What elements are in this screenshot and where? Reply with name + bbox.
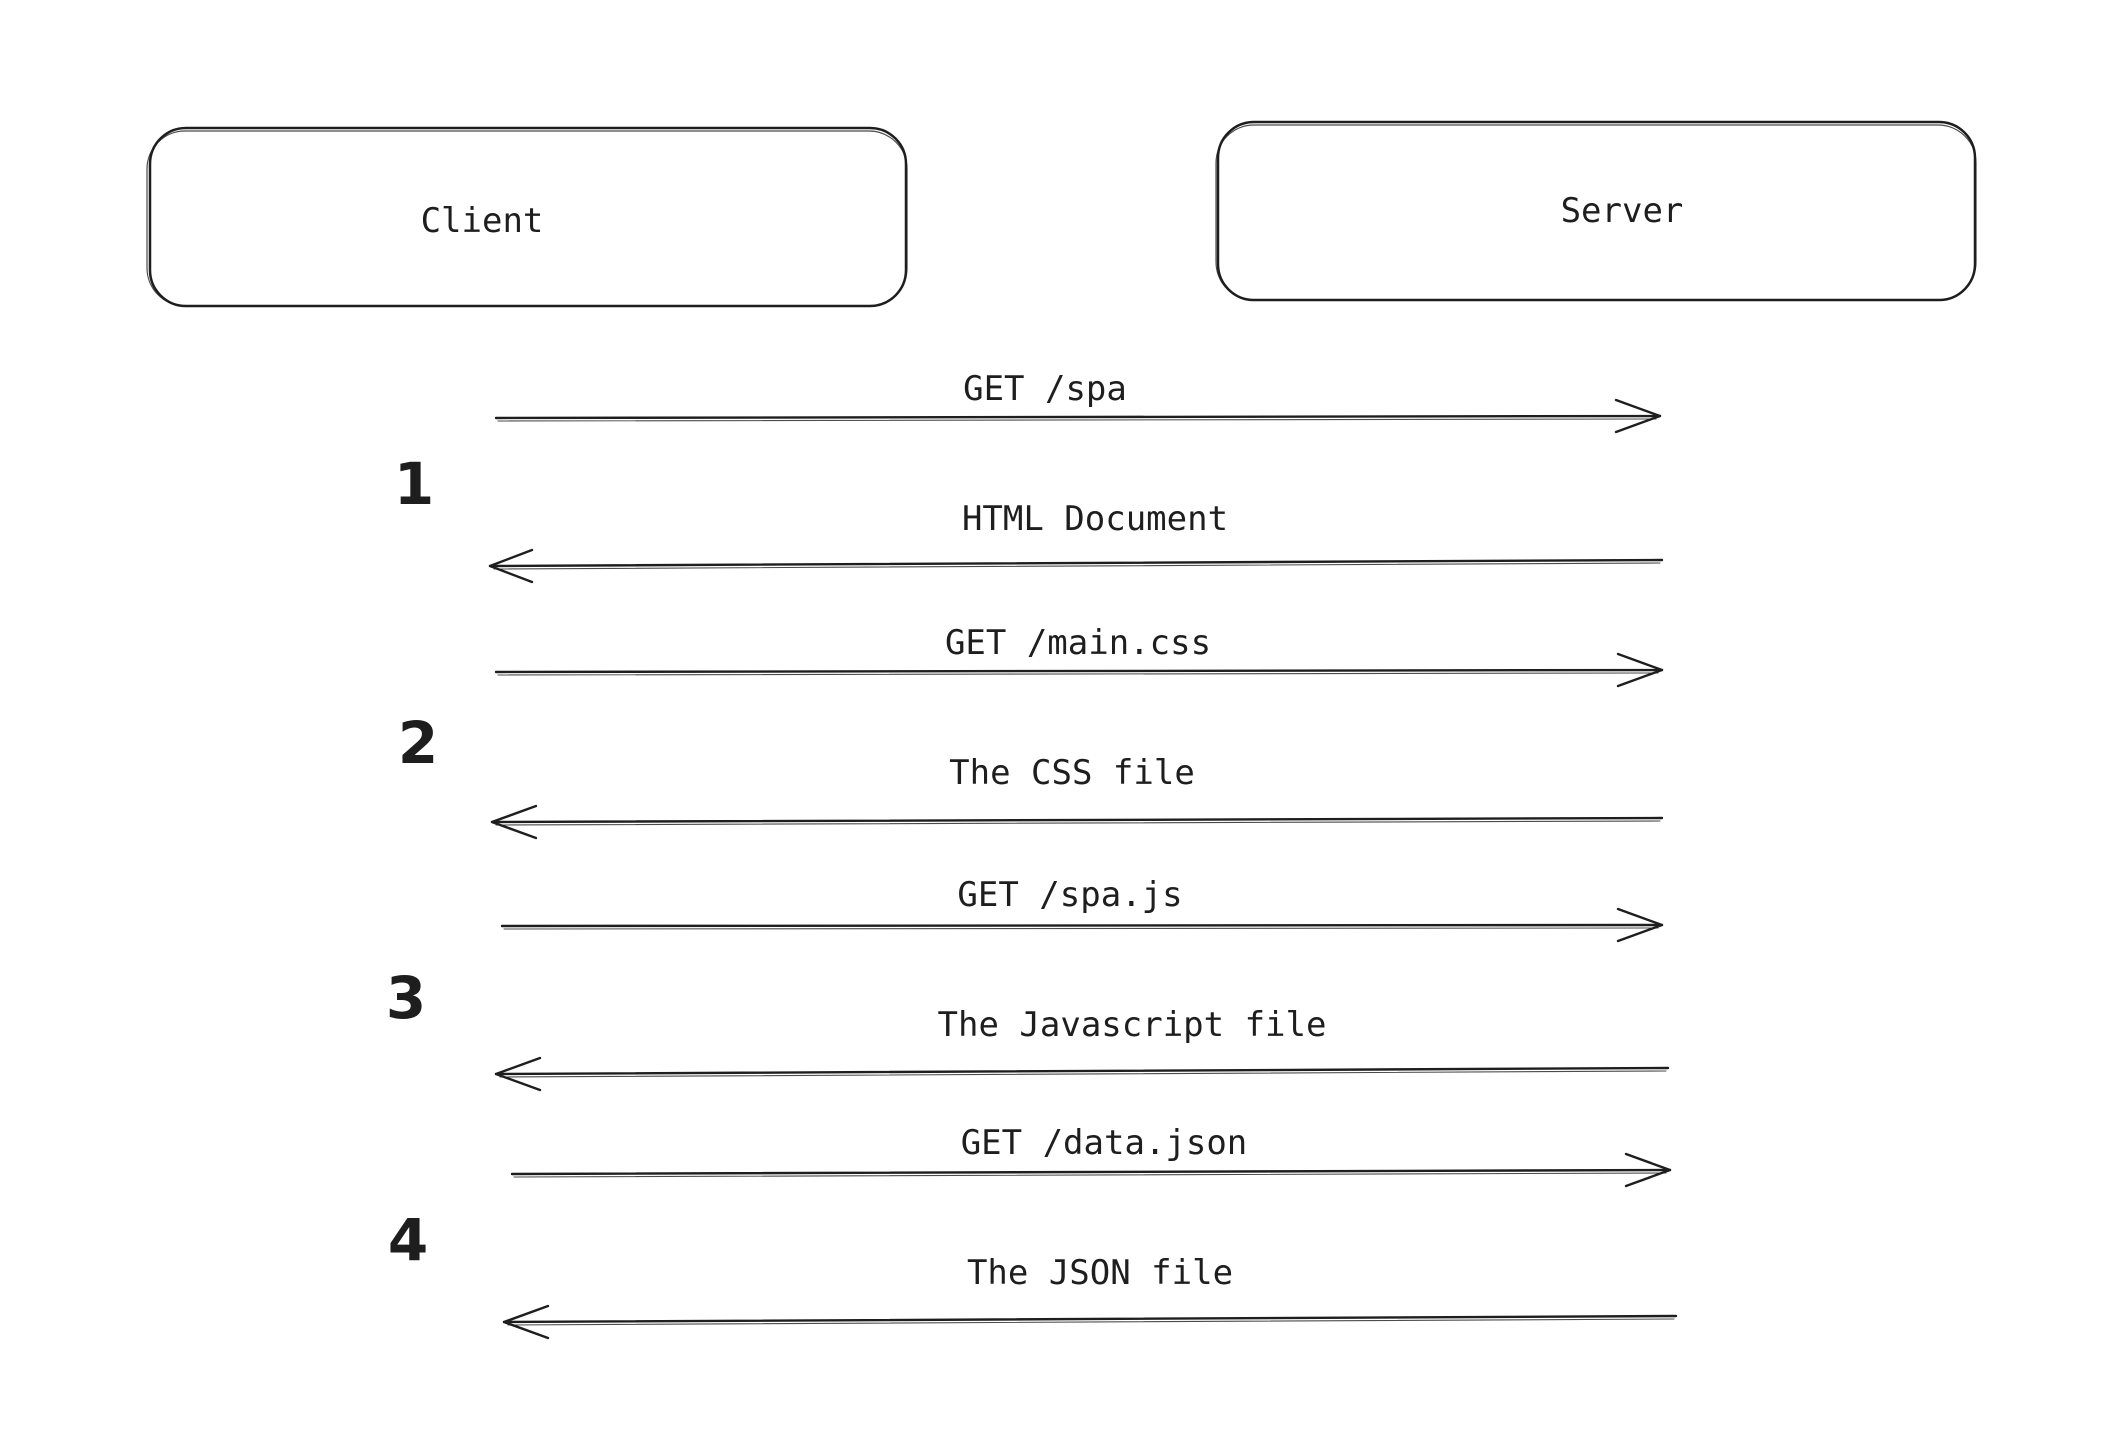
- arrow-left-sketch: [495, 820, 1661, 826]
- arrow-right-head: [1614, 398, 1662, 434]
- arrow-left-sketch: [507, 1318, 1675, 1326]
- client-node[interactable]: Client: [146, 126, 908, 308]
- arrow-left-head: [494, 1056, 542, 1092]
- step-number-4: 4: [388, 1206, 428, 1274]
- message-get-data-json: GET /data.json: [510, 1123, 1672, 1188]
- arrow-right-sketch: [513, 1172, 1667, 1178]
- arrow-right-head: [1624, 1152, 1672, 1188]
- message-json-file: The JSON file: [502, 1253, 1678, 1340]
- server-label: Server: [1561, 191, 1684, 231]
- message-get-spa-js: GET /spa.js: [500, 875, 1664, 943]
- server-node[interactable]: Server: [1215, 120, 1977, 302]
- arrow-right-head: [1616, 652, 1664, 688]
- arrow-right-line: [510, 1168, 1672, 1176]
- message-label: GET /data.json: [961, 1123, 1248, 1163]
- arrow-left-sketch: [493, 562, 1661, 570]
- arrow-left-head: [502, 1304, 550, 1340]
- arrow-left-line: [488, 558, 1664, 568]
- message-label: The Javascript file: [938, 1005, 1327, 1045]
- message-label: GET /main.css: [945, 623, 1211, 663]
- message-label: GET /spa.js: [957, 875, 1182, 915]
- arrow-right-line: [494, 414, 1662, 420]
- arrow-right-sketch: [503, 927, 1659, 930]
- step-number-2: 2: [398, 709, 438, 777]
- arrow-right-sketch: [497, 672, 1659, 676]
- arrow-right-line: [500, 923, 1664, 928]
- arrow-left-line: [494, 1066, 1670, 1076]
- arrow-left-line: [490, 816, 1664, 824]
- message-get-main-css: GET /main.css: [494, 623, 1664, 688]
- message-label: HTML Document: [962, 499, 1228, 539]
- arrow-left-sketch: [499, 1070, 1667, 1078]
- arrow-left-line: [502, 1314, 1678, 1324]
- message-get-spa: GET /spa: [494, 369, 1662, 434]
- message-html-document: HTML Document: [488, 499, 1664, 584]
- step-number-3: 3: [386, 964, 426, 1032]
- arrow-right-line: [494, 668, 1664, 674]
- arrow-left-head: [488, 548, 534, 584]
- message-label: GET /spa: [963, 369, 1127, 409]
- client-label: Client: [421, 201, 544, 241]
- message-javascript-file: The Javascript file: [494, 1005, 1670, 1092]
- message-css-file: The CSS file: [490, 753, 1664, 840]
- arrow-right-head: [1616, 907, 1664, 943]
- arrow-left-head: [490, 804, 538, 840]
- message-label: The JSON file: [967, 1253, 1233, 1293]
- message-label: The CSS file: [949, 753, 1195, 793]
- step-number-1: 1: [394, 450, 434, 518]
- arrow-right-sketch: [497, 418, 1657, 422]
